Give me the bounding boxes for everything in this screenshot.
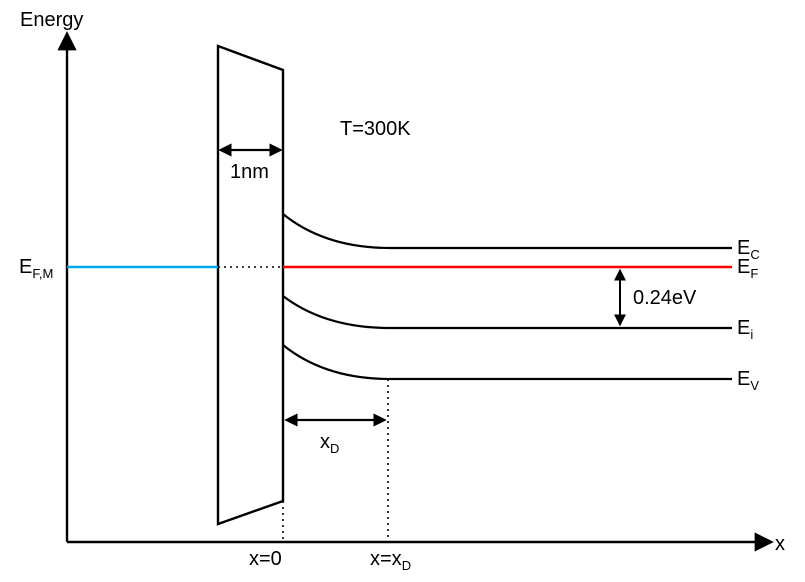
valence-band-label: EV (737, 368, 759, 393)
x0-label: x=0 (249, 548, 282, 570)
ef-ei-label: 0.24eV (633, 287, 697, 309)
conduction-band-label: EC (737, 237, 760, 262)
temperature-label: T=300K (340, 118, 411, 140)
y-axis-label: Energy (20, 9, 83, 31)
band-diagram: Energy x 1nm T=300K EF,M EF EC Ei EV 0.2… (0, 0, 805, 582)
intrinsic-level-label: Ei (737, 317, 753, 342)
conduction-band (283, 214, 732, 248)
oxide-barrier (218, 46, 283, 524)
valence-band (283, 345, 732, 379)
depletion-width-label: xD (320, 431, 339, 456)
xd-label: x=xD (370, 548, 411, 573)
metal-fermi-label: EF,M (19, 256, 53, 281)
oxide-thickness-label: 1nm (230, 161, 269, 183)
x-axis-label: x (775, 533, 785, 555)
